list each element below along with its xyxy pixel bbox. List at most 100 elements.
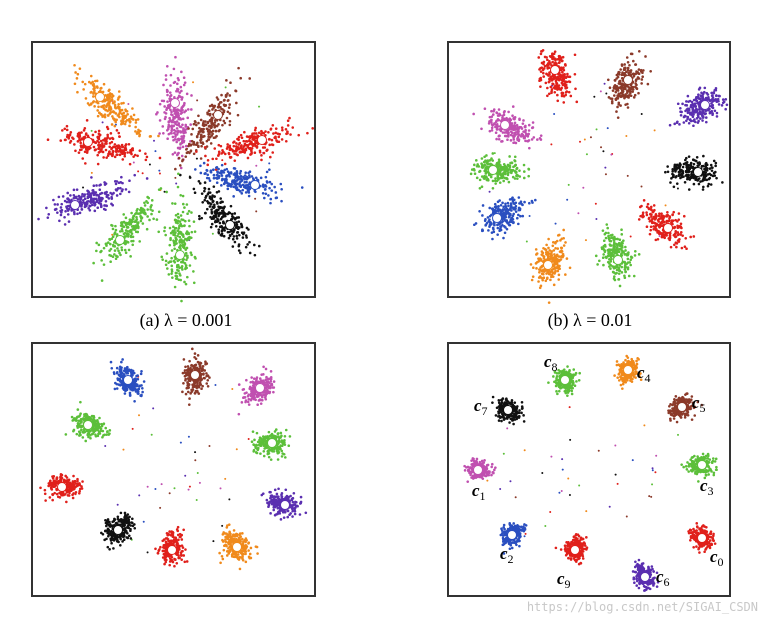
- point: [689, 111, 692, 115]
- point: [267, 130, 270, 134]
- point: [222, 234, 226, 238]
- point: [473, 172, 477, 176]
- point: [188, 359, 191, 363]
- point: [539, 76, 543, 80]
- stray-point: [606, 127, 609, 130]
- point: [499, 211, 503, 214]
- point: [549, 255, 553, 258]
- point: [496, 125, 499, 128]
- point: [188, 176, 192, 179]
- point: [497, 205, 500, 208]
- point: [115, 129, 119, 132]
- point: [228, 103, 232, 106]
- point: [114, 224, 117, 228]
- point: [246, 144, 250, 147]
- point: [61, 195, 65, 198]
- point: [59, 206, 63, 209]
- point: [666, 210, 669, 214]
- stray-point: [589, 136, 592, 139]
- point: [220, 224, 223, 228]
- point: [192, 270, 195, 273]
- point: [86, 102, 90, 105]
- point: [491, 159, 495, 162]
- point: [538, 136, 542, 140]
- point: [271, 151, 275, 154]
- point: [166, 89, 169, 93]
- point: [634, 63, 637, 66]
- point: [115, 147, 118, 151]
- point: [208, 205, 212, 208]
- point: [269, 128, 273, 131]
- point: [610, 257, 613, 261]
- point: [121, 158, 125, 161]
- point: [164, 74, 168, 77]
- point: [120, 366, 123, 369]
- point: [297, 133, 301, 137]
- point: [681, 234, 684, 237]
- point: [59, 213, 63, 217]
- point: [171, 152, 175, 156]
- point: [171, 229, 175, 233]
- stray-point: [584, 239, 587, 242]
- stray-point: [132, 161, 135, 164]
- point: [253, 151, 257, 155]
- point: [234, 216, 237, 220]
- point: [660, 224, 664, 228]
- point: [230, 183, 234, 186]
- point: [109, 152, 113, 156]
- point: [109, 242, 112, 246]
- point: [121, 229, 124, 233]
- point: [87, 206, 90, 210]
- point: [674, 229, 678, 233]
- point: [157, 134, 160, 138]
- point: [178, 220, 182, 223]
- point: [117, 96, 120, 100]
- point: [240, 136, 244, 140]
- point: [124, 389, 127, 392]
- point: [557, 61, 561, 65]
- point: [573, 53, 577, 57]
- point: [241, 188, 245, 192]
- point: [311, 127, 314, 130]
- point: [83, 82, 87, 86]
- point: [517, 139, 521, 142]
- point: [106, 154, 110, 157]
- point: [269, 201, 272, 205]
- point: [509, 133, 513, 137]
- point: [81, 192, 84, 196]
- point: [169, 236, 172, 240]
- point: [481, 204, 485, 207]
- point: [104, 98, 108, 102]
- point: [169, 260, 173, 263]
- point: [508, 220, 512, 224]
- point: [235, 237, 239, 240]
- point: [217, 174, 221, 178]
- point: [677, 225, 681, 228]
- point: [223, 121, 227, 125]
- point: [626, 106, 630, 109]
- point: [668, 123, 672, 127]
- point: [134, 387, 137, 391]
- stray-point: [187, 435, 190, 438]
- point: [554, 87, 557, 90]
- point: [649, 70, 652, 73]
- point: [512, 221, 515, 225]
- point: [547, 66, 551, 70]
- point: [122, 373, 125, 376]
- point: [698, 107, 701, 111]
- point: [273, 185, 276, 189]
- point: [124, 251, 128, 255]
- point: [110, 193, 114, 196]
- point: [101, 90, 105, 94]
- stray-point: [104, 445, 107, 448]
- point: [107, 95, 111, 98]
- point: [624, 249, 627, 252]
- point: [220, 209, 224, 213]
- point: [194, 168, 197, 171]
- point: [163, 226, 167, 229]
- point: [542, 67, 546, 70]
- point: [569, 94, 573, 98]
- point: [193, 230, 197, 233]
- point: [611, 248, 614, 252]
- point: [677, 164, 681, 168]
